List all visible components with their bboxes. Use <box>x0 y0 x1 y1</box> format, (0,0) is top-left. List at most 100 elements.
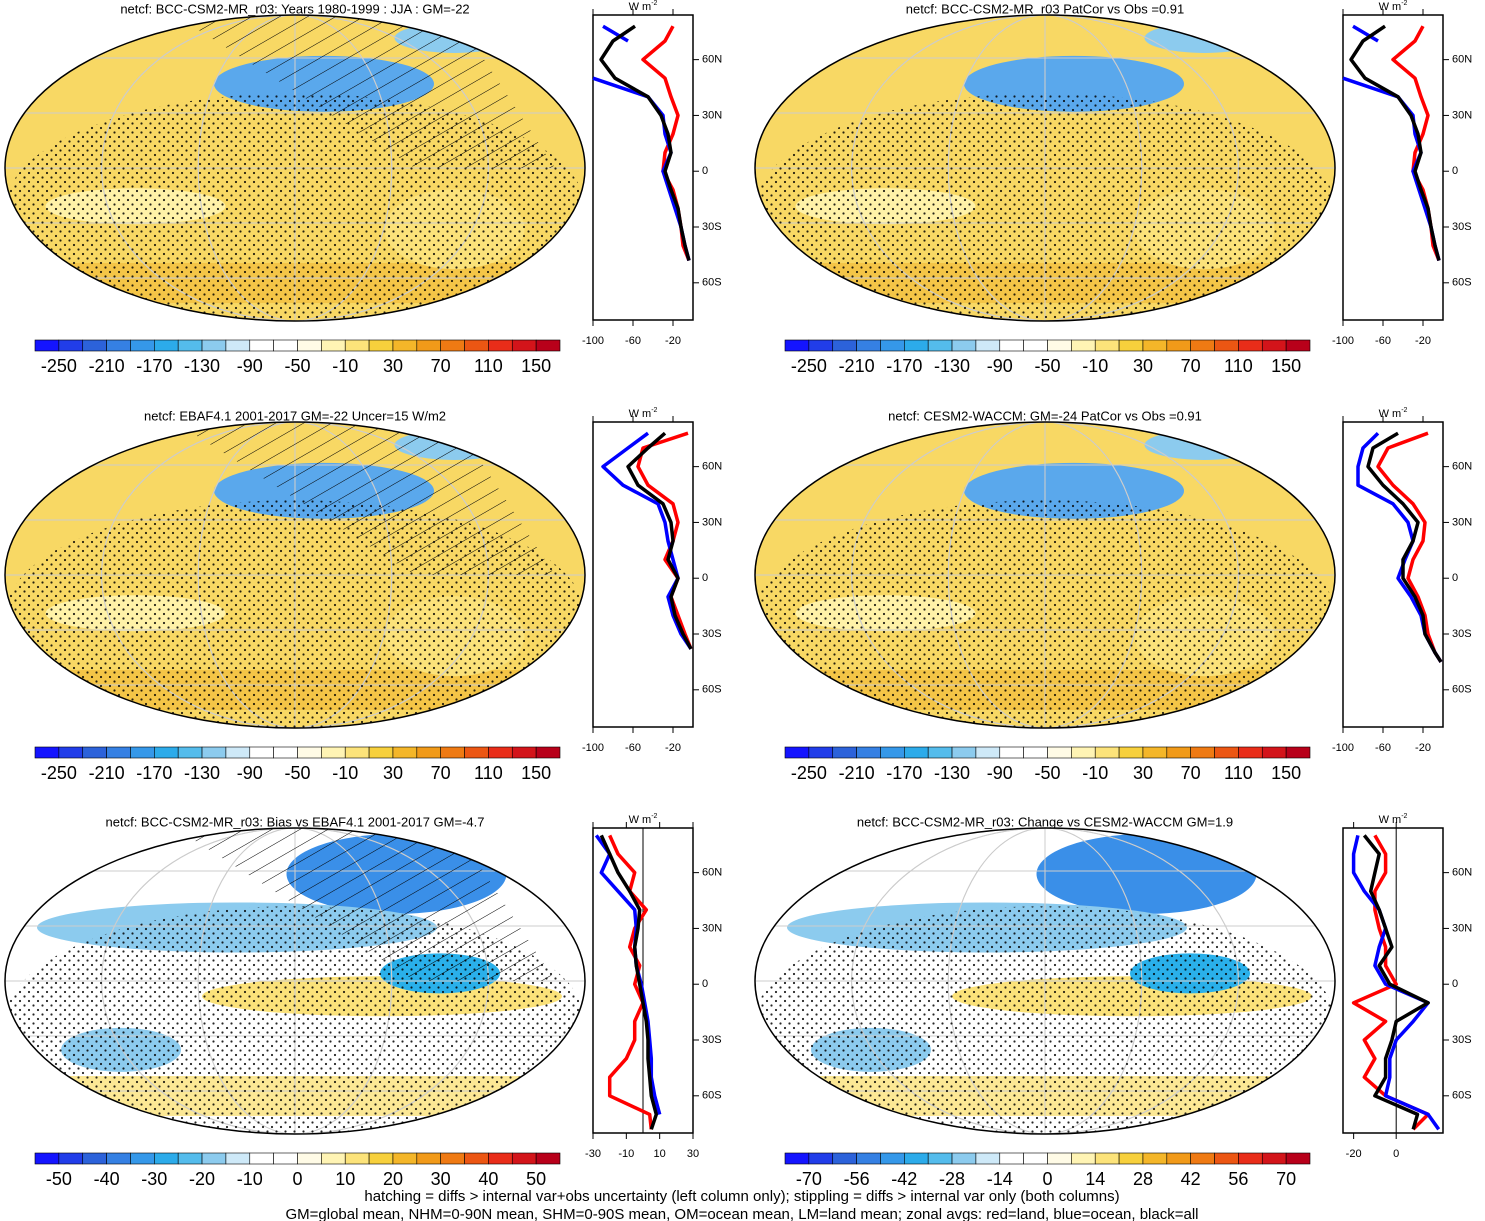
y-tick-label: 60S <box>1452 684 1472 696</box>
colorbar-label: 110 <box>1224 763 1253 783</box>
colorbar-box <box>440 1152 465 1165</box>
stippling <box>755 500 1335 728</box>
unit-label: W m-2 <box>1379 813 1408 826</box>
colorbar-box <box>1142 339 1168 352</box>
y-tick-label: 0 <box>702 978 708 990</box>
colorbar-box <box>1047 746 1072 759</box>
colorbar-box <box>392 746 418 759</box>
colorbar-box <box>999 1152 1024 1165</box>
colorbar-label: -20 <box>189 1169 215 1189</box>
x-tick-label: -20 <box>1415 335 1431 347</box>
colorbar-box <box>1023 339 1048 352</box>
unit: W m <box>629 814 652 826</box>
colorbar-box <box>951 339 977 352</box>
colorbar-box <box>784 746 810 759</box>
x-tick-label: -20 <box>665 335 681 347</box>
colorbar-label: -170 <box>136 356 172 376</box>
colorbar-box <box>975 1152 1001 1165</box>
colorbar-box <box>440 746 465 759</box>
y-tick-label: 60N <box>1452 54 1472 66</box>
unit: W m <box>1379 1 1402 13</box>
colorbar-label: -170 <box>136 763 172 783</box>
zonal-line <box>607 834 654 1130</box>
map-border <box>4 827 586 1135</box>
stippling <box>755 906 1335 1134</box>
zonal-line <box>1342 24 1441 261</box>
colorbar-box <box>1118 1152 1144 1165</box>
colorbar-box <box>201 339 227 352</box>
zonal-line <box>599 24 691 261</box>
zonal-frame <box>1342 827 1444 1134</box>
colorbar-label: -28 <box>939 1169 965 1189</box>
colorbar-box <box>321 1152 346 1165</box>
unit-label: W m-2 <box>629 813 658 826</box>
colorbar-box <box>1285 339 1311 352</box>
colorbar-label: -10 <box>332 763 358 783</box>
map-body <box>755 15 1335 321</box>
colorbar-label: -10 <box>237 1169 263 1189</box>
colorbar-box <box>273 746 298 759</box>
colorbar-box <box>368 339 394 352</box>
colorbar-box <box>392 1152 418 1165</box>
colorbar-label: -50 <box>284 356 310 376</box>
y-tick-label: 60S <box>1452 1090 1472 1102</box>
y-tick-label: 0 <box>1452 165 1458 177</box>
unit-exponent: -2 <box>651 813 657 820</box>
colorbar-box <box>511 746 537 759</box>
colorbar-box <box>1047 339 1072 352</box>
colorbar-label: 30 <box>383 763 403 783</box>
colorbar-box <box>1023 746 1048 759</box>
colorbar-box <box>1261 339 1287 352</box>
colorbar-label: 110 <box>474 763 503 783</box>
colorbar-box <box>927 1152 953 1165</box>
panel-title: netcf: EBAF4.1 2001-2017 GM=-22 Uncer=15… <box>144 408 446 423</box>
colorbar-box <box>1238 746 1263 759</box>
colorbar-box <box>225 1152 251 1165</box>
colorbar-box <box>392 339 418 352</box>
zonal-frame <box>1342 14 1444 321</box>
colorbar-label: -130 <box>184 356 220 376</box>
colorbar-box <box>1047 1152 1072 1165</box>
colorbar-box <box>34 339 60 352</box>
colorbar-box <box>201 746 227 759</box>
zonal-line <box>1366 431 1443 663</box>
colorbar-box <box>297 746 322 759</box>
y-tick-label: 60N <box>1452 867 1472 879</box>
y-tick-label: 30N <box>1452 516 1472 528</box>
colorbar-box <box>464 746 489 759</box>
colorbar-box <box>951 746 977 759</box>
colorbar-box <box>927 746 953 759</box>
y-tick-label: 60S <box>702 1090 722 1102</box>
unit: W m <box>1379 814 1402 826</box>
colorbar-box <box>927 339 953 352</box>
colorbar-box <box>832 1152 857 1165</box>
colorbar-box <box>130 746 155 759</box>
colorbar-box <box>832 339 857 352</box>
colorbar-box <box>1166 1152 1191 1165</box>
colorbar-box <box>856 1152 881 1165</box>
colorbar-label: -10 <box>332 356 358 376</box>
colorbar-label: -50 <box>46 1169 72 1189</box>
unit-exponent: -2 <box>1401 0 1407 7</box>
colorbar-box <box>832 746 857 759</box>
colorbar-box <box>1190 339 1215 352</box>
colorbar-box <box>1214 1152 1239 1165</box>
colorbar-box <box>154 339 179 352</box>
colorbar-box <box>273 1152 298 1165</box>
colorbar-label: 110 <box>474 356 503 376</box>
x-tick-label: 30 <box>687 1148 699 1160</box>
colorbar-box <box>321 339 346 352</box>
y-tick-label: 60S <box>1452 277 1472 289</box>
colorbar-box <box>951 1152 977 1165</box>
colorbar-box <box>511 1152 537 1165</box>
colorbar-box <box>1190 1152 1215 1165</box>
colorbar-label: 42 <box>1181 1169 1201 1189</box>
colorbar-box <box>58 1152 84 1165</box>
y-tick-label: 60N <box>702 461 722 473</box>
colorbar-box <box>368 1152 394 1165</box>
hatching <box>175 422 555 575</box>
footer-line: GM=global mean, NHM=0-90N mean, SHM=0-90… <box>285 1206 1198 1221</box>
colorbar-label: -210 <box>839 356 875 376</box>
colorbar-box <box>297 1152 322 1165</box>
y-tick-label: 30S <box>702 1034 722 1046</box>
